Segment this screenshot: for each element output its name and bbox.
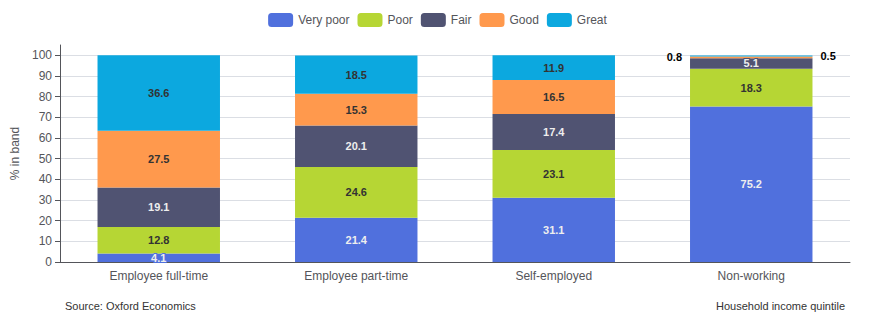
svg-text:11.9: 11.9 xyxy=(543,62,564,74)
svg-text:16.5: 16.5 xyxy=(543,91,564,103)
svg-text:Non-working: Non-working xyxy=(718,269,785,283)
svg-text:75.2: 75.2 xyxy=(741,178,762,190)
svg-text:27.5: 27.5 xyxy=(148,153,169,165)
svg-text:Good: Good xyxy=(510,13,539,27)
svg-text:19.1: 19.1 xyxy=(148,201,169,213)
svg-text:23.1: 23.1 xyxy=(543,168,564,180)
svg-text:Very poor: Very poor xyxy=(298,13,349,27)
svg-text:70: 70 xyxy=(39,110,53,124)
svg-text:100: 100 xyxy=(32,48,52,62)
svg-text:Poor: Poor xyxy=(387,13,412,27)
svg-text:31.1: 31.1 xyxy=(543,224,564,236)
svg-text:15.3: 15.3 xyxy=(346,104,367,116)
svg-text:90: 90 xyxy=(39,69,53,83)
svg-text:10: 10 xyxy=(39,234,53,248)
svg-text:0.8: 0.8 xyxy=(667,51,682,63)
svg-text:80: 80 xyxy=(39,90,53,104)
svg-text:60: 60 xyxy=(39,131,53,145)
svg-text:Source: Oxford Economics: Source: Oxford Economics xyxy=(65,300,196,312)
svg-text:17.4: 17.4 xyxy=(543,126,565,138)
svg-text:Self-employed: Self-employed xyxy=(515,269,592,283)
svg-text:21.4: 21.4 xyxy=(346,234,368,246)
svg-text:24.6: 24.6 xyxy=(346,186,367,198)
svg-text:30: 30 xyxy=(39,193,53,207)
svg-text:0.5: 0.5 xyxy=(820,50,835,62)
svg-text:Employee part-time: Employee part-time xyxy=(304,269,408,283)
svg-text:20: 20 xyxy=(39,214,53,228)
svg-text:20.1: 20.1 xyxy=(346,140,367,152)
svg-text:18.3: 18.3 xyxy=(741,82,762,94)
svg-text:Household income quintile: Household income quintile xyxy=(716,300,845,312)
svg-text:40: 40 xyxy=(39,172,53,186)
svg-text:36.6: 36.6 xyxy=(148,87,169,99)
svg-text:4.1: 4.1 xyxy=(151,252,166,264)
svg-text:50: 50 xyxy=(39,152,53,166)
svg-text:Employee full-time: Employee full-time xyxy=(109,269,208,283)
svg-text:Great: Great xyxy=(577,13,608,27)
svg-text:5.1: 5.1 xyxy=(744,57,759,69)
svg-text:% in band: % in band xyxy=(8,127,22,180)
svg-text:12.8: 12.8 xyxy=(148,234,169,246)
svg-text:18.5: 18.5 xyxy=(346,69,367,81)
svg-text:Fair: Fair xyxy=(451,13,472,27)
svg-text:0: 0 xyxy=(45,255,52,269)
